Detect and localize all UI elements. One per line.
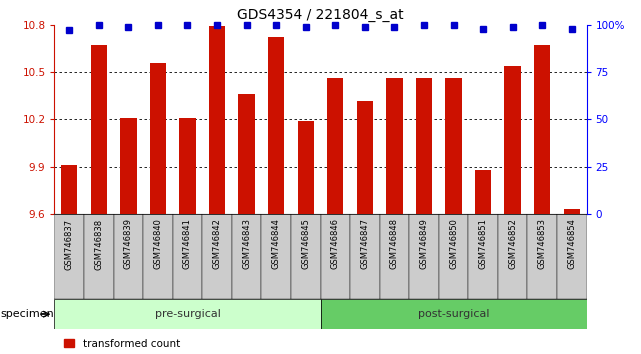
Text: GSM746842: GSM746842 [213,218,222,269]
Text: GSM746846: GSM746846 [331,218,340,269]
Text: post-surgical: post-surgical [418,309,489,319]
Text: GSM746843: GSM746843 [242,218,251,269]
Bar [409,214,438,299]
Bar [534,45,551,214]
Bar [179,118,196,214]
Text: specimen: specimen [0,309,54,319]
Bar [320,299,587,329]
Bar [379,214,409,299]
Bar [54,299,320,329]
Text: GSM746838: GSM746838 [94,218,103,269]
Bar [563,210,580,214]
Text: GSM746844: GSM746844 [272,218,281,269]
Bar [438,214,469,299]
Bar [113,214,143,299]
Text: GSM746839: GSM746839 [124,218,133,269]
Legend: transformed count, percentile rank within the sample: transformed count, percentile rank withi… [60,335,263,354]
Bar [121,118,137,214]
Bar [291,214,320,299]
Bar [504,66,520,214]
Bar [84,214,113,299]
Bar [327,79,344,214]
Bar [445,79,462,214]
Bar [356,101,373,214]
Text: GSM746837: GSM746837 [65,218,74,269]
Bar [150,63,166,214]
Title: GDS4354 / 221804_s_at: GDS4354 / 221804_s_at [237,8,404,22]
Bar [268,38,285,214]
Bar [238,94,254,214]
Text: pre-surgical: pre-surgical [154,309,221,319]
Bar [232,214,262,299]
Bar [528,214,557,299]
Bar [416,79,432,214]
Bar [90,45,107,214]
Text: GSM746840: GSM746840 [153,218,162,269]
Text: GSM746848: GSM746848 [390,218,399,269]
Bar [320,214,350,299]
Bar [143,214,172,299]
Text: GSM746852: GSM746852 [508,218,517,269]
Text: GSM746851: GSM746851 [479,218,488,269]
Bar [203,214,232,299]
Text: GSM746841: GSM746841 [183,218,192,269]
Text: GSM746853: GSM746853 [538,218,547,269]
Text: GSM746845: GSM746845 [301,218,310,269]
Bar [475,170,491,214]
Bar [469,214,498,299]
Bar [297,121,314,214]
Text: GSM746850: GSM746850 [449,218,458,269]
Bar [172,214,203,299]
Text: GSM746847: GSM746847 [360,218,369,269]
Bar [498,214,528,299]
Bar [387,79,403,214]
Bar [54,214,84,299]
Bar [350,214,379,299]
Text: GSM746849: GSM746849 [419,218,428,269]
Text: GSM746854: GSM746854 [567,218,576,269]
Bar [557,214,587,299]
Bar [209,26,225,214]
Bar [262,214,291,299]
Bar [61,165,78,214]
